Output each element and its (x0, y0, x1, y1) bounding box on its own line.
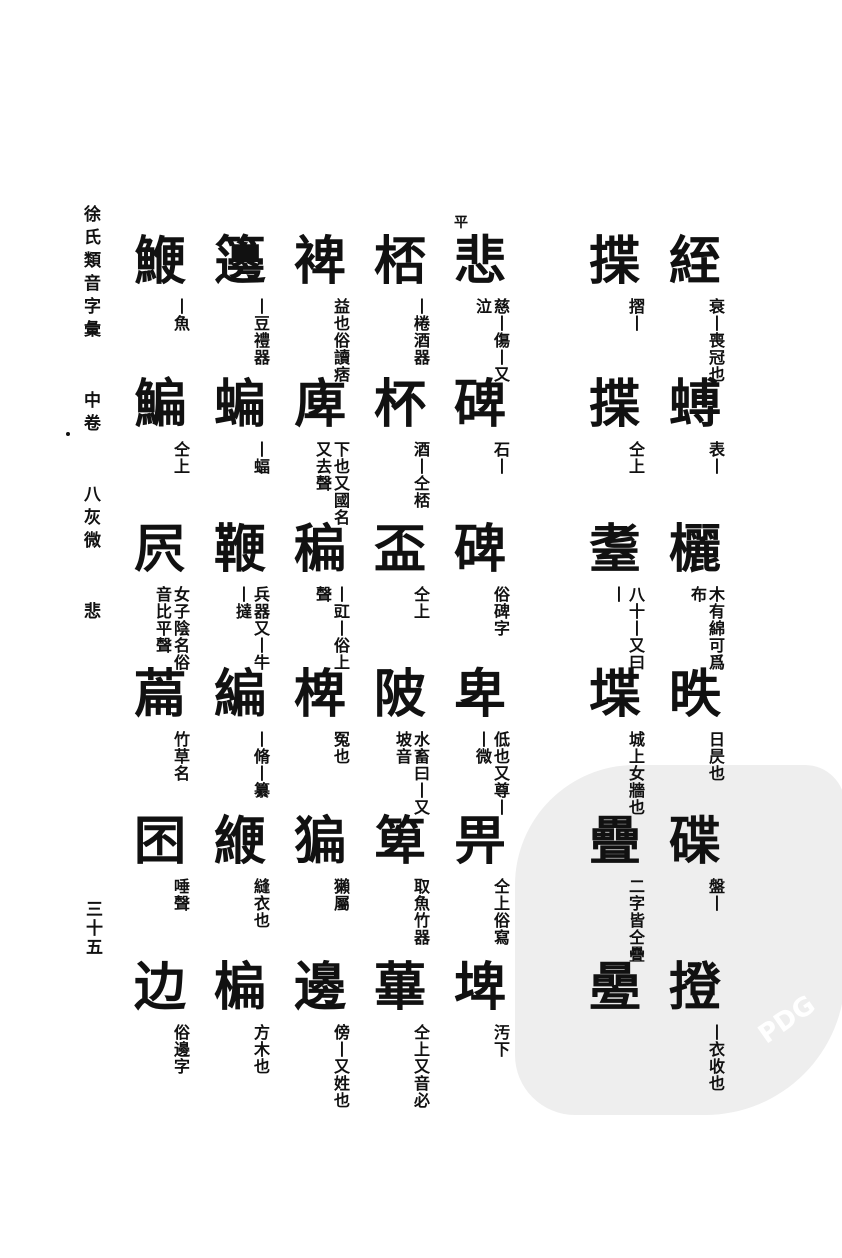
gloss-note: 酒丨仝桮 (411, 441, 430, 509)
gloss-note: 下也又國名又去聲 (313, 441, 350, 526)
gloss-note: 取魚竹器 (411, 878, 430, 946)
headword: 碑 (453, 374, 506, 435)
gloss-note: 日昃也 (706, 731, 725, 782)
gloss-note: 竹草名 (171, 731, 190, 782)
gloss-note: 摺丨 (626, 298, 645, 332)
gloss-note: 女子陰名俗音比平聲 (153, 586, 190, 671)
gloss-note: 丨豆禮器 (251, 298, 270, 366)
headword: 裨 (293, 231, 346, 292)
headword: 揲 (588, 231, 641, 292)
headword: 編 (213, 664, 266, 725)
headword: 昳 (668, 664, 721, 725)
gloss-note: 低也又尊丨丨微 (473, 731, 510, 816)
headword: 堞 (588, 664, 641, 725)
gloss-note: 丨棬酒器 (411, 298, 430, 366)
gloss-note: 縫衣也 (251, 878, 270, 929)
gloss-note: 木有綿可爲布 (688, 586, 725, 671)
headword: 㬪 (588, 957, 641, 1018)
page-number: 三十五 (82, 900, 102, 957)
headword: 边 (133, 957, 186, 1018)
tone-marker: 平 (454, 215, 468, 231)
headword: 鯿 (133, 374, 186, 435)
headword: 稨 (293, 519, 346, 580)
gloss-note: 丨豇丨俗上聲 (313, 586, 350, 671)
headword: 碑 (453, 519, 506, 580)
gloss-note: 丨魚 (171, 298, 190, 332)
book-title-text: 徐氏類音字彙 (80, 205, 100, 343)
headword: 疊 (588, 811, 641, 872)
headword: 鯾 (133, 231, 186, 292)
gloss-note: 盤丨 (706, 878, 725, 912)
gloss-note: 仝上 (626, 441, 645, 475)
headword: 鞭 (213, 519, 266, 580)
margin-dot (66, 432, 70, 436)
gloss-note: 慈丨傷丨又泣 (473, 298, 510, 383)
headword: 盃 (373, 519, 426, 580)
book-title: 徐氏類音字彙 中卷 八灰微 悲 (80, 205, 100, 625)
headword: 椑 (293, 664, 346, 725)
gloss-note: 仝上 (411, 586, 430, 620)
gloss-note: 石丨 (491, 441, 510, 475)
gloss-note: 獺屬 (331, 878, 350, 912)
headword: 邊 (293, 957, 346, 1018)
headword: 屄 (133, 519, 186, 580)
gloss-note: 汚下 (491, 1024, 510, 1058)
gloss-note: 仝上 (171, 441, 190, 475)
headword: 猵 (293, 811, 346, 872)
headword: 絰 (668, 231, 721, 292)
headword: 緶 (213, 811, 266, 872)
headword: 卑 (453, 664, 506, 725)
headword: 萹 (133, 664, 186, 725)
gloss-note: 仝上俗寫 (491, 878, 510, 946)
headword: 欐 (668, 519, 721, 580)
headword: 䗚 (668, 374, 721, 435)
headword: 埤 (453, 957, 506, 1018)
gloss-note: 仝上又音必 (411, 1024, 430, 1109)
headword: 楄 (213, 957, 266, 1018)
gloss-note: 傍丨又姓也 (331, 1024, 350, 1109)
rhyme-label: 八灰微 (80, 485, 100, 554)
gloss-note: 丨脩丨纂 (251, 731, 270, 799)
gloss-note: 唾聲 (171, 878, 190, 912)
headword: 蝙 (213, 374, 266, 435)
headword: 囨 (133, 811, 186, 872)
headword: 箄 (373, 811, 426, 872)
gloss-note: 益也俗讀痞 (331, 298, 350, 383)
gloss-note: 衰丨喪冠也 (706, 298, 725, 383)
library-watermark (515, 765, 842, 1115)
headword: 悲 (453, 231, 506, 292)
section-label: 悲 (80, 602, 100, 625)
gloss-note: 方木也 (251, 1024, 270, 1075)
headword: 庳 (293, 374, 346, 435)
gloss-note: 二字皆仝疊 (626, 878, 645, 963)
gloss-note: 丨蝠 (251, 441, 270, 475)
volume-label: 中卷 (80, 391, 100, 437)
headword: 籩 (213, 231, 266, 292)
gloss-note: 丨衣收也 (706, 1024, 725, 1092)
gloss-note: 八十丨又曰丨 (608, 586, 645, 671)
gloss-note: 兵器又丨牛丨撻 (233, 586, 270, 671)
headword: 杯 (373, 374, 426, 435)
headword: 耋 (588, 519, 641, 580)
gloss-note: 水畜曰丨又坡音 (393, 731, 430, 816)
headword: 陂 (373, 664, 426, 725)
gloss-note: 表丨 (706, 441, 725, 475)
headword: 撜 (668, 957, 721, 1018)
headword: 桮 (373, 231, 426, 292)
headword: 揲 (588, 374, 641, 435)
gloss-note: 俗邊字 (171, 1024, 190, 1075)
gloss-note: 冤也 (331, 731, 350, 765)
gloss-note: 城上女牆也 (626, 731, 645, 816)
headword: 蓽 (373, 957, 426, 1018)
gloss-note: 俗碑字 (491, 586, 510, 637)
headword: 碟 (668, 811, 721, 872)
headword: 畀 (453, 811, 506, 872)
